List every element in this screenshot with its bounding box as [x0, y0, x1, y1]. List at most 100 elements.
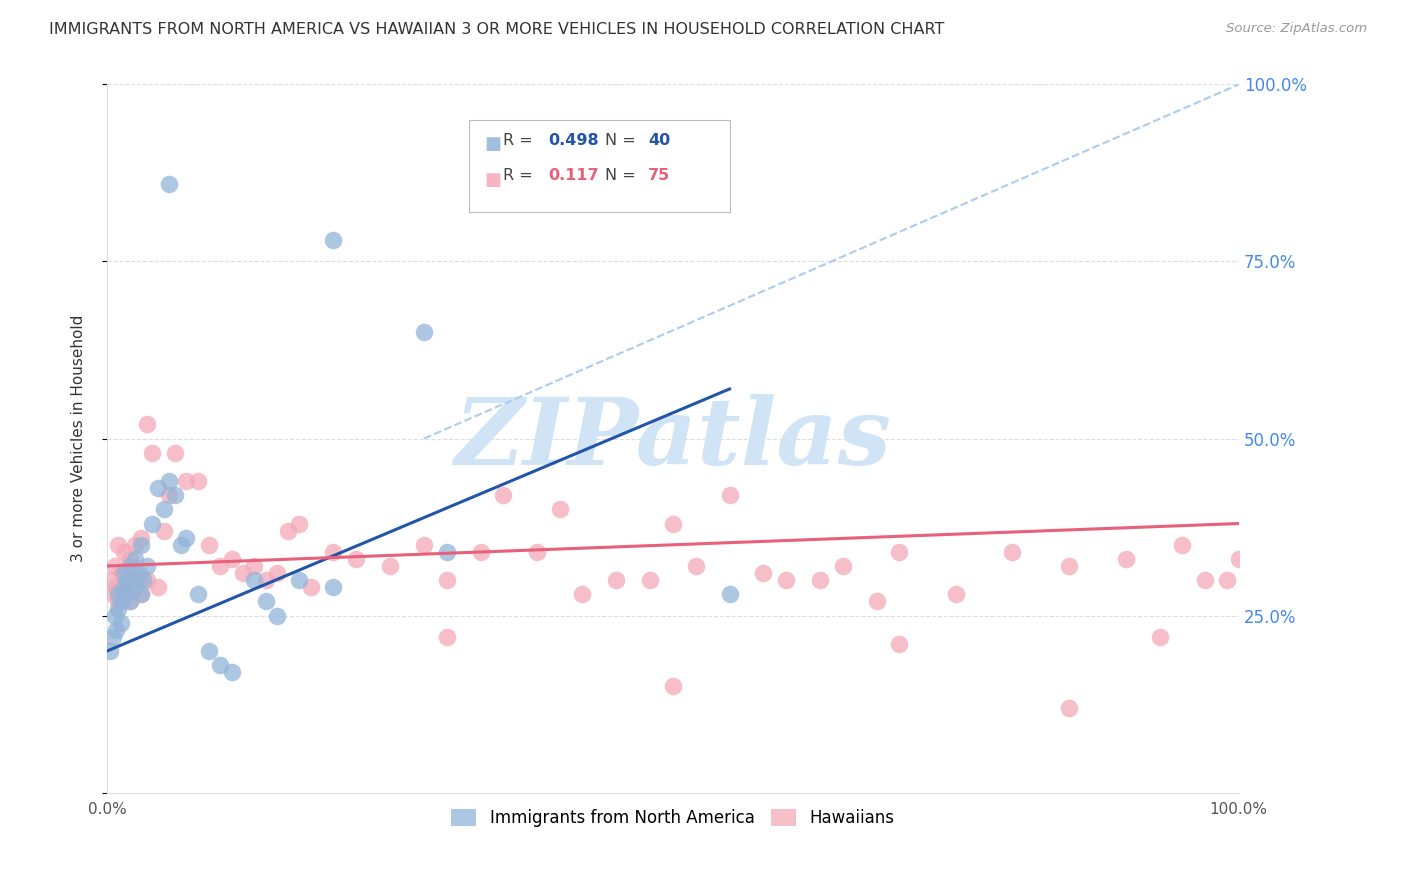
- Point: [685, 559, 707, 574]
- Text: 0.117: 0.117: [548, 168, 599, 183]
- Point: [118, 559, 141, 574]
- Point: [135, 573, 157, 587]
- Y-axis label: 3 or more Vehicles in Household: 3 or more Vehicles in Household: [72, 315, 86, 562]
- Point: [1115, 552, 1137, 566]
- Point: [277, 524, 299, 538]
- Point: [831, 559, 853, 574]
- Point: [1001, 545, 1024, 559]
- Point: [243, 559, 266, 574]
- Point: [129, 538, 152, 552]
- Text: R =: R =: [503, 168, 538, 183]
- Point: [436, 545, 458, 559]
- Point: [889, 545, 911, 559]
- Point: [1227, 552, 1250, 566]
- Point: [492, 488, 515, 502]
- Text: IMMIGRANTS FROM NORTH AMERICA VS HAWAIIAN 3 OR MORE VEHICLES IN HOUSEHOLD CORREL: IMMIGRANTS FROM NORTH AMERICA VS HAWAIIA…: [49, 22, 945, 37]
- Point: [152, 524, 174, 538]
- Point: [174, 531, 197, 545]
- Point: [105, 580, 128, 594]
- Point: [413, 326, 436, 340]
- Point: [107, 601, 129, 615]
- Point: [111, 594, 134, 608]
- Point: [128, 566, 150, 580]
- Point: [121, 559, 143, 574]
- Point: [115, 587, 138, 601]
- Text: N =: N =: [605, 133, 641, 147]
- Point: [163, 446, 186, 460]
- Point: [254, 594, 277, 608]
- Point: [146, 481, 169, 495]
- Point: [232, 566, 254, 580]
- Point: [605, 573, 627, 587]
- Point: [322, 580, 344, 594]
- Point: [100, 573, 122, 587]
- Point: [243, 573, 266, 587]
- Point: [548, 502, 571, 516]
- Point: [132, 573, 155, 587]
- Point: [129, 587, 152, 601]
- Text: ZIPatlas: ZIPatlas: [454, 393, 891, 483]
- Point: [129, 587, 152, 601]
- Text: ■: ■: [484, 136, 501, 153]
- Point: [662, 516, 685, 531]
- Text: Source: ZipAtlas.com: Source: ZipAtlas.com: [1226, 22, 1367, 36]
- Point: [118, 594, 141, 608]
- Point: [865, 594, 887, 608]
- Point: [198, 538, 221, 552]
- Point: [209, 559, 232, 574]
- Point: [101, 630, 124, 644]
- Point: [221, 552, 243, 566]
- Point: [118, 594, 141, 608]
- Point: [118, 552, 141, 566]
- Point: [135, 559, 157, 574]
- Point: [128, 573, 150, 587]
- Point: [775, 573, 797, 587]
- Point: [117, 573, 139, 587]
- Point: [107, 538, 129, 552]
- Point: [187, 474, 209, 488]
- Point: [299, 580, 322, 594]
- Point: [129, 531, 152, 545]
- Point: [112, 545, 135, 559]
- Point: [124, 580, 146, 594]
- Text: ■: ■: [484, 171, 501, 189]
- Point: [135, 417, 157, 432]
- Point: [470, 545, 492, 559]
- Point: [146, 580, 169, 594]
- Point: [107, 587, 129, 601]
- Text: N =: N =: [605, 168, 641, 183]
- Point: [378, 559, 401, 574]
- Point: [254, 573, 277, 587]
- Point: [221, 665, 243, 680]
- Point: [288, 516, 311, 531]
- Point: [1057, 700, 1080, 714]
- Point: [571, 587, 593, 601]
- Point: [100, 644, 122, 658]
- Point: [436, 630, 458, 644]
- Point: [163, 488, 186, 502]
- Point: [112, 580, 135, 594]
- Point: [640, 573, 662, 587]
- Point: [124, 538, 146, 552]
- Point: [124, 552, 146, 566]
- Point: [152, 502, 174, 516]
- Point: [1149, 630, 1171, 644]
- Point: [413, 538, 436, 552]
- Point: [141, 516, 163, 531]
- Point: [187, 587, 209, 601]
- Point: [104, 559, 127, 574]
- Point: [157, 474, 180, 488]
- Point: [107, 594, 129, 608]
- Point: [157, 488, 180, 502]
- Point: [101, 587, 124, 601]
- Point: [1194, 573, 1216, 587]
- Point: [436, 573, 458, 587]
- Point: [110, 615, 132, 630]
- Text: 75: 75: [648, 168, 671, 183]
- Point: [117, 573, 139, 587]
- Point: [209, 658, 232, 673]
- Point: [344, 552, 367, 566]
- Point: [808, 573, 831, 587]
- Point: [662, 680, 685, 694]
- Text: 40: 40: [648, 133, 671, 147]
